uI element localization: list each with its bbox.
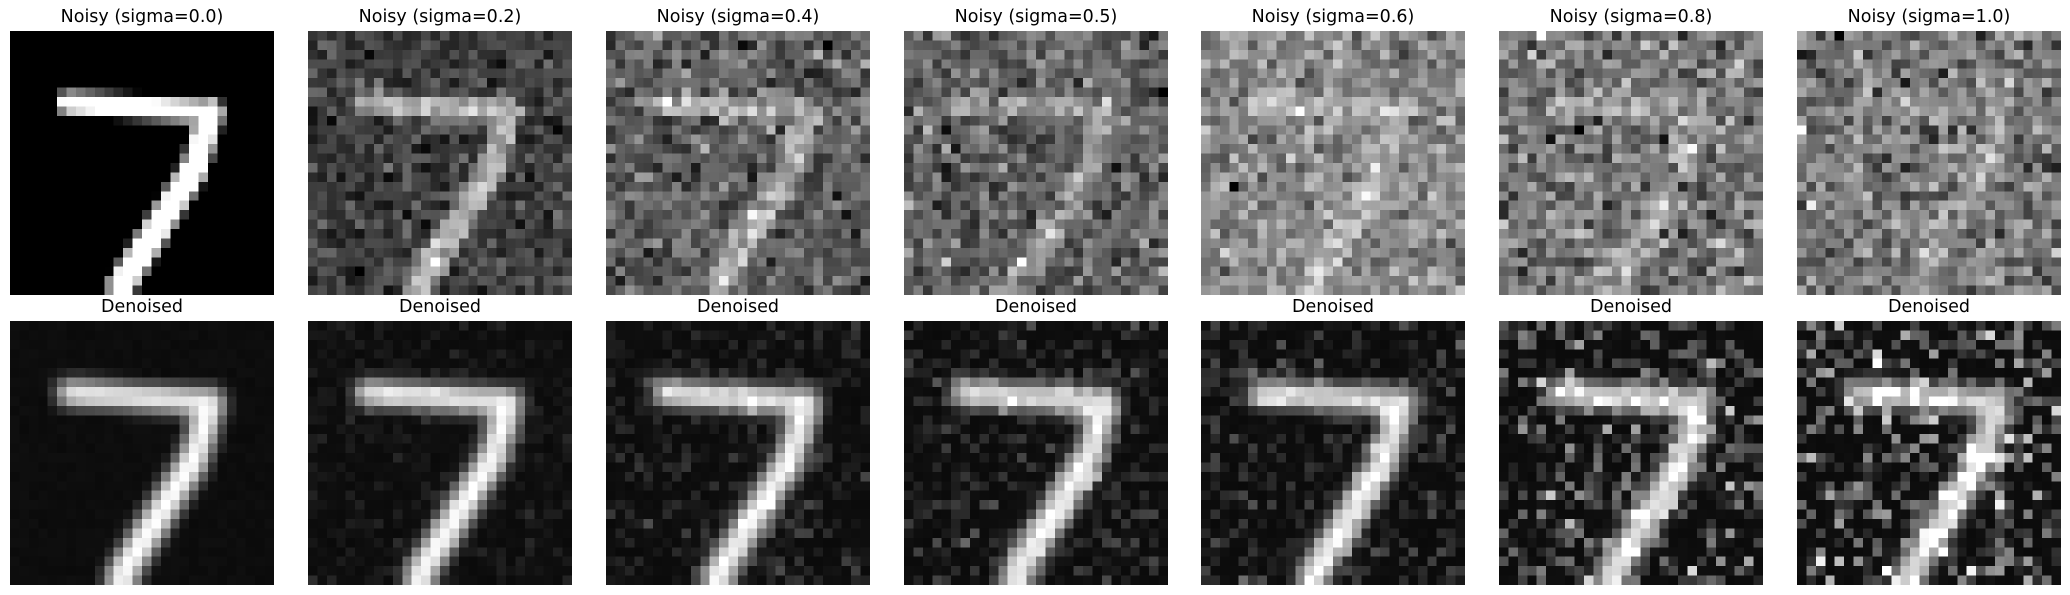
denoised-image-7 <box>1797 321 2061 585</box>
noisy-image-1 <box>10 31 274 295</box>
denoised-title-3: Denoised <box>697 297 779 317</box>
noisy-title-7: Noisy (sigma=1.0) <box>1847 7 2011 27</box>
noisy-title-3: Noisy (sigma=0.4) <box>656 7 820 27</box>
denoised-title-1: Denoised <box>101 297 183 317</box>
noisy-title-6: Noisy (sigma=0.8) <box>1549 7 1713 27</box>
noisy-title-1: Noisy (sigma=0.0) <box>60 7 224 27</box>
noisy-image-3 <box>606 31 870 295</box>
noisy-image-2 <box>308 31 572 295</box>
denoised-image-1 <box>10 321 274 585</box>
denoised-image-6 <box>1499 321 1763 585</box>
denoised-title-2: Denoised <box>399 297 481 317</box>
denoised-title-4: Denoised <box>995 297 1077 317</box>
noisy-title-2: Noisy (sigma=0.2) <box>358 7 522 27</box>
denoised-title-5: Denoised <box>1292 297 1374 317</box>
noisy-image-4 <box>904 31 1168 295</box>
denoised-title-7: Denoised <box>1888 297 1970 317</box>
noisy-image-5 <box>1201 31 1465 295</box>
denoised-image-3 <box>606 321 870 585</box>
noisy-image-6 <box>1499 31 1763 295</box>
denoised-image-2 <box>308 321 572 585</box>
denoised-image-5 <box>1201 321 1465 585</box>
denoised-image-4 <box>904 321 1168 585</box>
denoised-title-6: Denoised <box>1590 297 1672 317</box>
noisy-image-7 <box>1797 31 2061 295</box>
noisy-title-5: Noisy (sigma=0.6) <box>1251 7 1415 27</box>
noisy-title-4: Noisy (sigma=0.5) <box>954 7 1118 27</box>
